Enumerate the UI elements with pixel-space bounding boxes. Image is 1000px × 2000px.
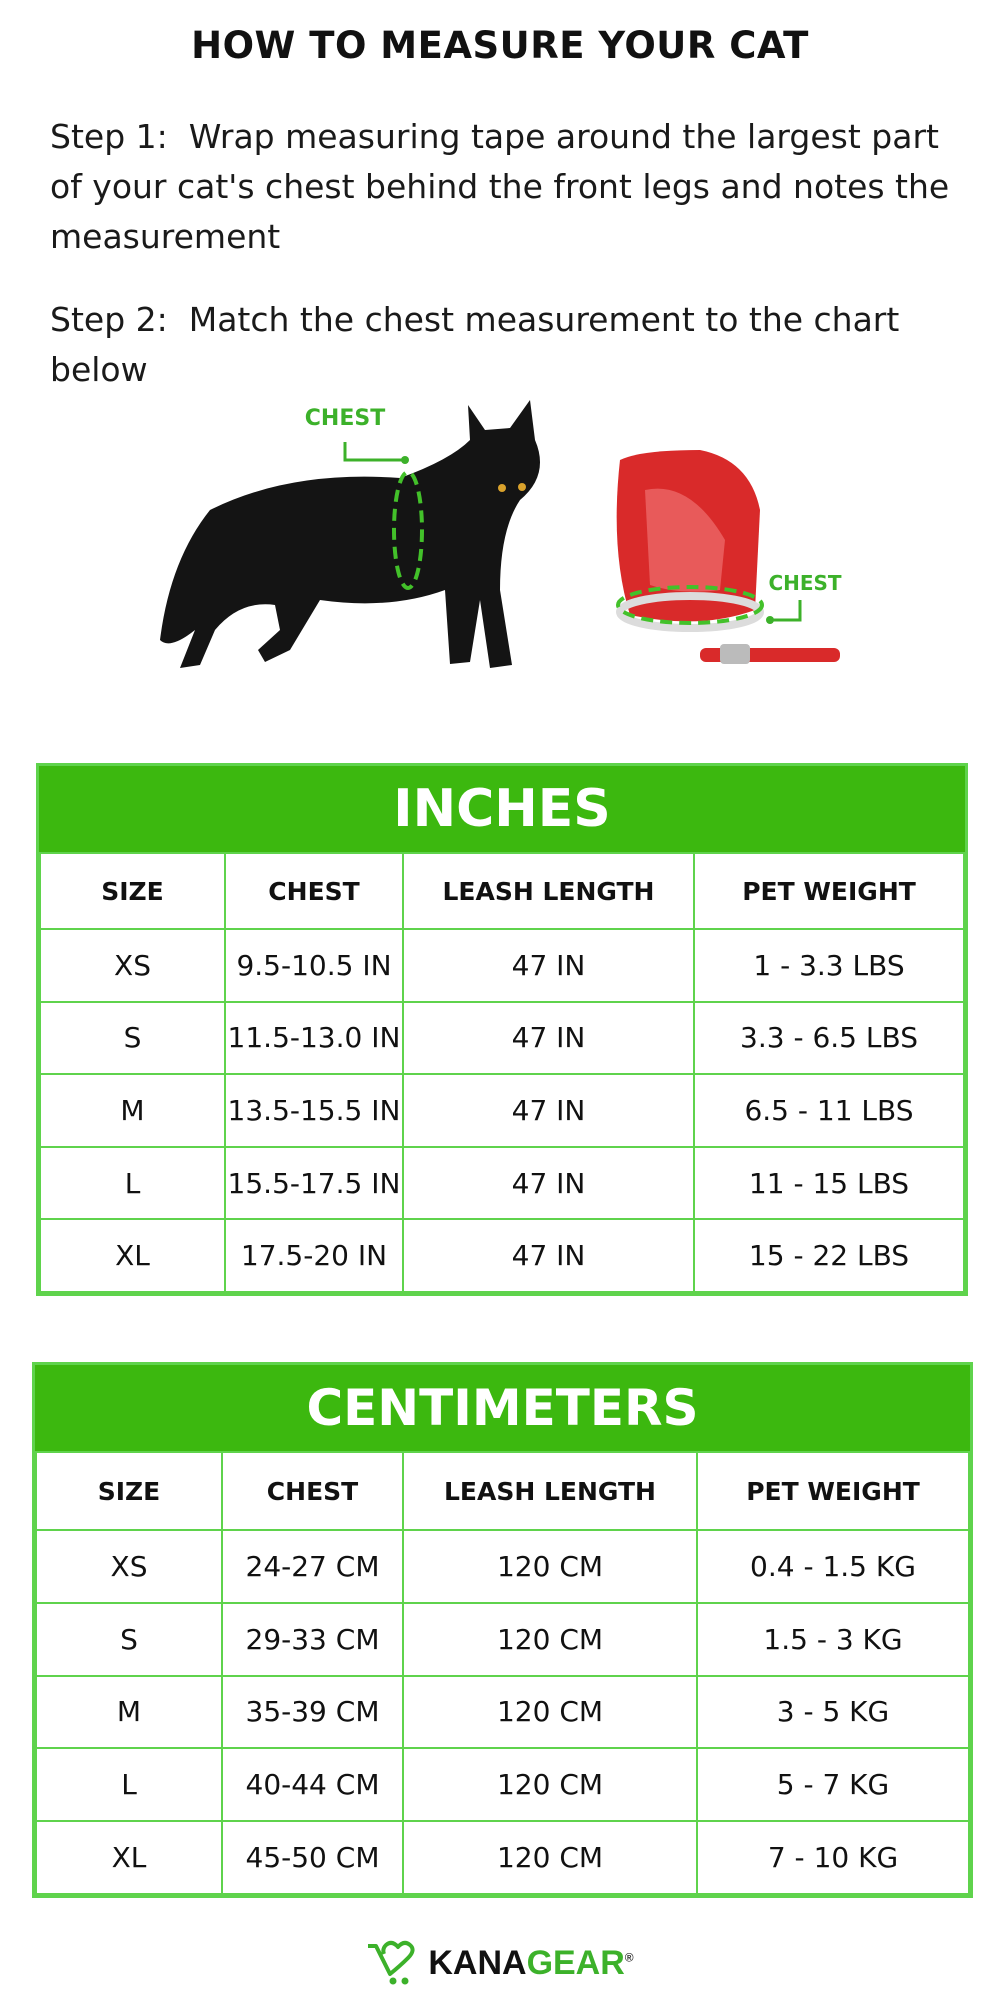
table-row: XS 9.5-10.5 IN 47 IN 1 - 3.3 LBS	[39, 928, 965, 1003]
size-cell: XL	[35, 1820, 223, 1895]
weight-cell: 3.3 - 6.5 LBS	[693, 1000, 965, 1076]
table-row: S 11.5-13.0 IN 47 IN 3.3 - 6.5 LBS	[39, 1000, 965, 1076]
table-row: S 29-33 CM 120 CM 1.5 - 3 KG	[35, 1601, 970, 1677]
size-cell: XS	[35, 1529, 223, 1604]
weight-cell: 7 - 10 KG	[696, 1820, 970, 1895]
size-cell: M	[39, 1073, 226, 1148]
weight-cell: 6.5 - 11 LBS	[693, 1073, 965, 1148]
weight-cell: 15 - 22 LBS	[693, 1218, 965, 1293]
step-1: Step 1: Wrap measuring tape around the l…	[50, 112, 950, 262]
centimeters-table-title: CENTIMETERS	[35, 1365, 970, 1451]
column-header-chest: CHEST	[221, 1451, 404, 1531]
column-header-chest: CHEST	[224, 852, 404, 930]
weight-cell: 5 - 7 KG	[696, 1747, 970, 1823]
chest-cell: 45-50 CM	[221, 1820, 404, 1895]
leash-cell: 120 CM	[402, 1601, 698, 1677]
harness-chest-label: CHEST	[768, 571, 841, 595]
leash-cell: 47 IN	[402, 1218, 695, 1293]
chest-cell: 15.5-17.5 IN	[224, 1145, 404, 1221]
chest-cell: 9.5-10.5 IN	[224, 928, 404, 1003]
table-row: XS 24-27 CM 120 CM 0.4 - 1.5 KG	[35, 1529, 970, 1604]
step-1-label: Step 1:	[50, 117, 168, 156]
chest-cell: 11.5-13.0 IN	[224, 1000, 404, 1076]
weight-cell: 3 - 5 KG	[696, 1674, 970, 1750]
size-cell: XL	[39, 1218, 226, 1293]
cat-image	[160, 400, 540, 668]
leash-cell: 47 IN	[402, 1073, 695, 1148]
size-cell: M	[35, 1674, 223, 1750]
size-cell: S	[39, 1000, 226, 1076]
chest-cell: 29-33 CM	[221, 1601, 404, 1677]
inches-table: INCHES SIZE CHEST LEASH LENGTH PET WEIGH…	[36, 763, 968, 1296]
chest-cell: 40-44 CM	[221, 1747, 404, 1823]
size-cell: L	[39, 1145, 226, 1221]
leash-cell: 120 CM	[402, 1820, 698, 1895]
chest-cell: 24-27 CM	[221, 1529, 404, 1604]
measurement-illustration: CHEST CHEST	[140, 400, 880, 700]
leash-cell: 120 CM	[402, 1747, 698, 1823]
leash-cell: 47 IN	[402, 1145, 695, 1221]
step-2-label: Step 2:	[50, 300, 168, 339]
size-cell: S	[35, 1601, 223, 1677]
leash-cell: 120 CM	[402, 1529, 698, 1604]
inches-grid: SIZE CHEST LEASH LENGTH PET WEIGHT XS 9.5…	[39, 852, 965, 1293]
registered-mark: ®	[624, 1950, 634, 1965]
cat-chest-label: CHEST	[305, 406, 385, 431]
size-cell: XS	[39, 928, 226, 1003]
table-row: L 40-44 CM 120 CM 5 - 7 KG	[35, 1747, 970, 1823]
kanagear-logo: KANAGEAR®	[0, 1940, 1000, 1986]
logo-text-gear: GEAR	[526, 1943, 625, 1982]
table-row: XL 45-50 CM 120 CM 7 - 10 KG	[35, 1820, 970, 1895]
step-2-text: Match the chest measurement to the chart…	[50, 300, 900, 389]
column-header-leash: LEASH LENGTH	[402, 852, 695, 930]
harness-image	[616, 450, 840, 664]
weight-cell: 1.5 - 3 KG	[696, 1601, 970, 1677]
inches-header-row: SIZE CHEST LEASH LENGTH PET WEIGHT	[39, 852, 965, 930]
column-header-size: SIZE	[35, 1451, 223, 1531]
weight-cell: 0.4 - 1.5 KG	[696, 1529, 970, 1604]
heart-cart-icon	[368, 1940, 415, 1985]
column-header-leash: LEASH LENGTH	[402, 1451, 698, 1531]
table-row: L 15.5-17.5 IN 47 IN 11 - 15 LBS	[39, 1145, 965, 1221]
table-row: M 35-39 CM 120 CM 3 - 5 KG	[35, 1674, 970, 1750]
chest-cell: 35-39 CM	[221, 1674, 404, 1750]
centimeters-table: CENTIMETERS SIZE CHEST LEASH LENGTH PET …	[32, 1362, 973, 1898]
weight-cell: 1 - 3.3 LBS	[693, 928, 965, 1003]
step-1-text: Wrap measuring tape around the largest p…	[50, 117, 950, 256]
leash-cell: 120 CM	[402, 1674, 698, 1750]
column-header-weight: PET WEIGHT	[696, 1451, 970, 1531]
size-cell: L	[35, 1747, 223, 1823]
chest-cell: 13.5-15.5 IN	[224, 1073, 404, 1148]
centimeters-header-row: SIZE CHEST LEASH LENGTH PET WEIGHT	[35, 1451, 970, 1531]
column-header-weight: PET WEIGHT	[693, 852, 965, 930]
inches-table-title: INCHES	[39, 766, 965, 852]
page-title: HOW TO MEASURE YOUR CAT	[191, 24, 809, 67]
table-row: XL 17.5-20 IN 47 IN 15 - 22 LBS	[39, 1218, 965, 1293]
leash-cell: 47 IN	[402, 928, 695, 1003]
logo-text-kana: KANA	[428, 1943, 527, 1982]
step-2: Step 2: Match the chest measurement to t…	[50, 295, 950, 395]
weight-cell: 11 - 15 LBS	[693, 1145, 965, 1221]
centimeters-grid: SIZE CHEST LEASH LENGTH PET WEIGHT XS 24-…	[35, 1451, 970, 1895]
leash-cell: 47 IN	[402, 1000, 695, 1076]
chest-cell: 17.5-20 IN	[224, 1218, 404, 1293]
table-row: M 13.5-15.5 IN 47 IN 6.5 - 11 LBS	[39, 1073, 965, 1148]
column-header-size: SIZE	[39, 852, 226, 930]
